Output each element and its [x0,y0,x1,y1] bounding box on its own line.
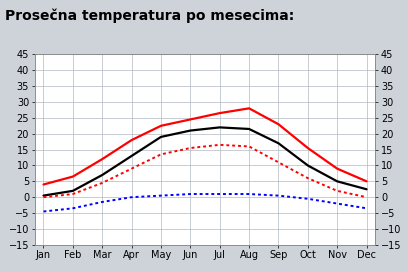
Text: Prosečna temperatura po mesecima:: Prosečna temperatura po mesecima: [5,8,294,23]
